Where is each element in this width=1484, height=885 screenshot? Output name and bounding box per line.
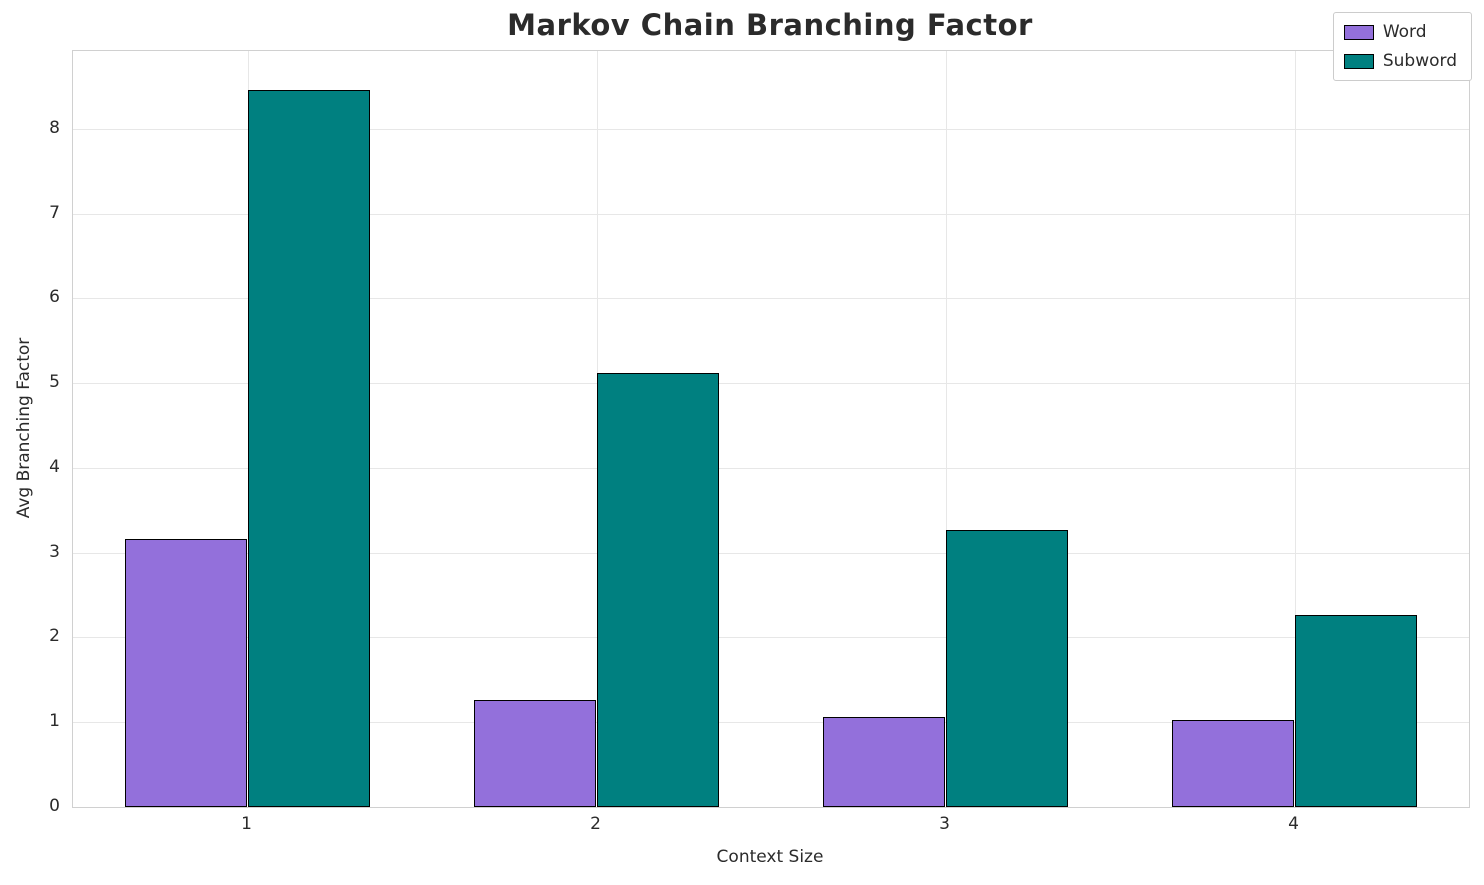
bar-word-context-4 xyxy=(1172,719,1295,807)
bar-word-context-3 xyxy=(823,717,946,807)
bar-subword-context-4 xyxy=(1294,615,1417,807)
chart-title: Markov Chain Branching Factor xyxy=(507,8,1033,42)
bar-word-context-1 xyxy=(125,539,248,807)
bar-subword-context-2 xyxy=(596,373,719,807)
bar-subword-context-3 xyxy=(945,529,1068,807)
gridline-horizontal xyxy=(73,298,1469,300)
legend-swatch-subword xyxy=(1343,53,1374,69)
legend-label-subword: Subword xyxy=(1382,51,1457,71)
gridline-horizontal xyxy=(73,722,1469,724)
gridline-horizontal xyxy=(73,552,1469,554)
x-tick-label: 2 xyxy=(590,814,601,834)
y-tick-label: 7 xyxy=(49,202,60,223)
gridline-vertical xyxy=(1294,51,1296,807)
y-axis-label: Avg Branching Factor xyxy=(14,337,34,519)
y-tick-label: 4 xyxy=(49,456,60,477)
bar-word-context-2 xyxy=(474,700,597,807)
gridline-horizontal xyxy=(73,128,1469,130)
gridline-vertical xyxy=(945,51,947,807)
x-tick-label: 3 xyxy=(939,814,950,834)
legend-label-word: Word xyxy=(1382,22,1427,42)
legend-swatch-word xyxy=(1343,24,1374,40)
y-tick-label: 0 xyxy=(49,796,60,816)
y-tick-label: 3 xyxy=(49,541,60,562)
gridline-horizontal xyxy=(73,637,1469,639)
gridline-horizontal xyxy=(73,467,1469,469)
y-tick-label: 6 xyxy=(49,287,60,308)
legend: Word Subword xyxy=(1332,12,1472,81)
x-tick-label: 1 xyxy=(241,814,252,834)
legend-item-subword: Subword xyxy=(1343,51,1457,71)
y-tick-label: 5 xyxy=(49,372,60,393)
y-tick-label: 8 xyxy=(49,117,60,138)
y-tick-label: 2 xyxy=(49,626,60,647)
gridline-horizontal xyxy=(73,213,1469,215)
x-tick-label: 4 xyxy=(1288,814,1299,834)
bar-subword-context-1 xyxy=(247,90,370,807)
y-tick-label: 1 xyxy=(49,711,60,732)
x-axis-label: Context Size xyxy=(716,847,824,867)
legend-item-word: Word xyxy=(1343,22,1457,42)
plot-area xyxy=(72,50,1470,808)
gridline-horizontal xyxy=(73,383,1469,385)
